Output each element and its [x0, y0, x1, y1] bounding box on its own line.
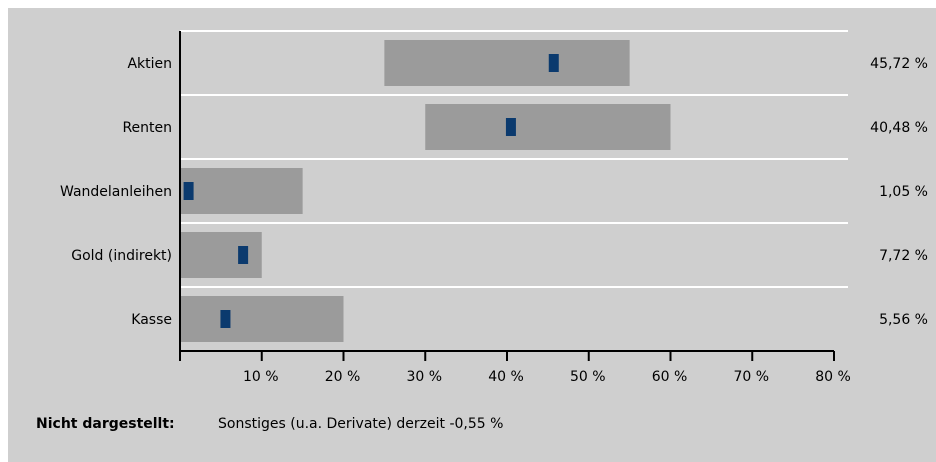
category-label-0: Aktien — [127, 56, 172, 72]
category-label-1: Renten — [122, 120, 172, 136]
range-band-2 — [180, 168, 303, 214]
axes: 10 % 20 % 30 % 40 % 50 % 60 % 70 % 80 % — [179, 31, 851, 385]
footnote-label: Nicht dargestellt: — [36, 416, 175, 432]
value-marker-0 — [548, 54, 559, 72]
category-label-4: Kasse — [131, 312, 172, 328]
value-label-2: 1,05 % — [879, 184, 928, 200]
x-tick-label: 40 % — [488, 369, 524, 385]
value-label-4: 5,56 % — [879, 312, 928, 328]
value-markers — [183, 54, 559, 328]
x-tick-label: 60 % — [652, 369, 688, 385]
range-band-1 — [425, 104, 671, 150]
category-label-3: Gold (indirekt) — [71, 248, 172, 264]
value-marker-1 — [505, 118, 516, 136]
footnote-text: Sonstiges (u.a. Derivate) derzeit -0,55 … — [218, 416, 503, 432]
category-label-2: Wandelanleihen — [60, 184, 172, 200]
x-tick-label: 20 % — [325, 369, 361, 385]
grid-lines — [180, 30, 848, 288]
x-tick-label: 80 % — [815, 369, 851, 385]
value-marker-3 — [238, 246, 249, 264]
labels: Aktien 45,72 % Renten 40,48 % Wandelanleihen… — [60, 56, 928, 328]
x-tick-label: 30 % — [406, 369, 442, 385]
value-label-1: 40,48 % — [870, 120, 928, 136]
x-tick-label: 50 % — [570, 369, 606, 385]
range-band-4 — [180, 296, 344, 342]
x-tick-label: 10 % — [243, 369, 279, 385]
value-label-3: 7,72 % — [879, 248, 928, 264]
footnote: Nicht dargestellt: Sonstiges (u.a. Deriv… — [36, 416, 503, 432]
range-band-0 — [384, 40, 630, 86]
x-tick-label: 70 % — [733, 369, 769, 385]
value-marker-2 — [183, 182, 194, 200]
value-marker-4 — [220, 310, 231, 328]
range-bands — [180, 40, 671, 342]
value-label-0: 45,72 % — [870, 56, 928, 72]
range-band-3 — [180, 232, 262, 278]
